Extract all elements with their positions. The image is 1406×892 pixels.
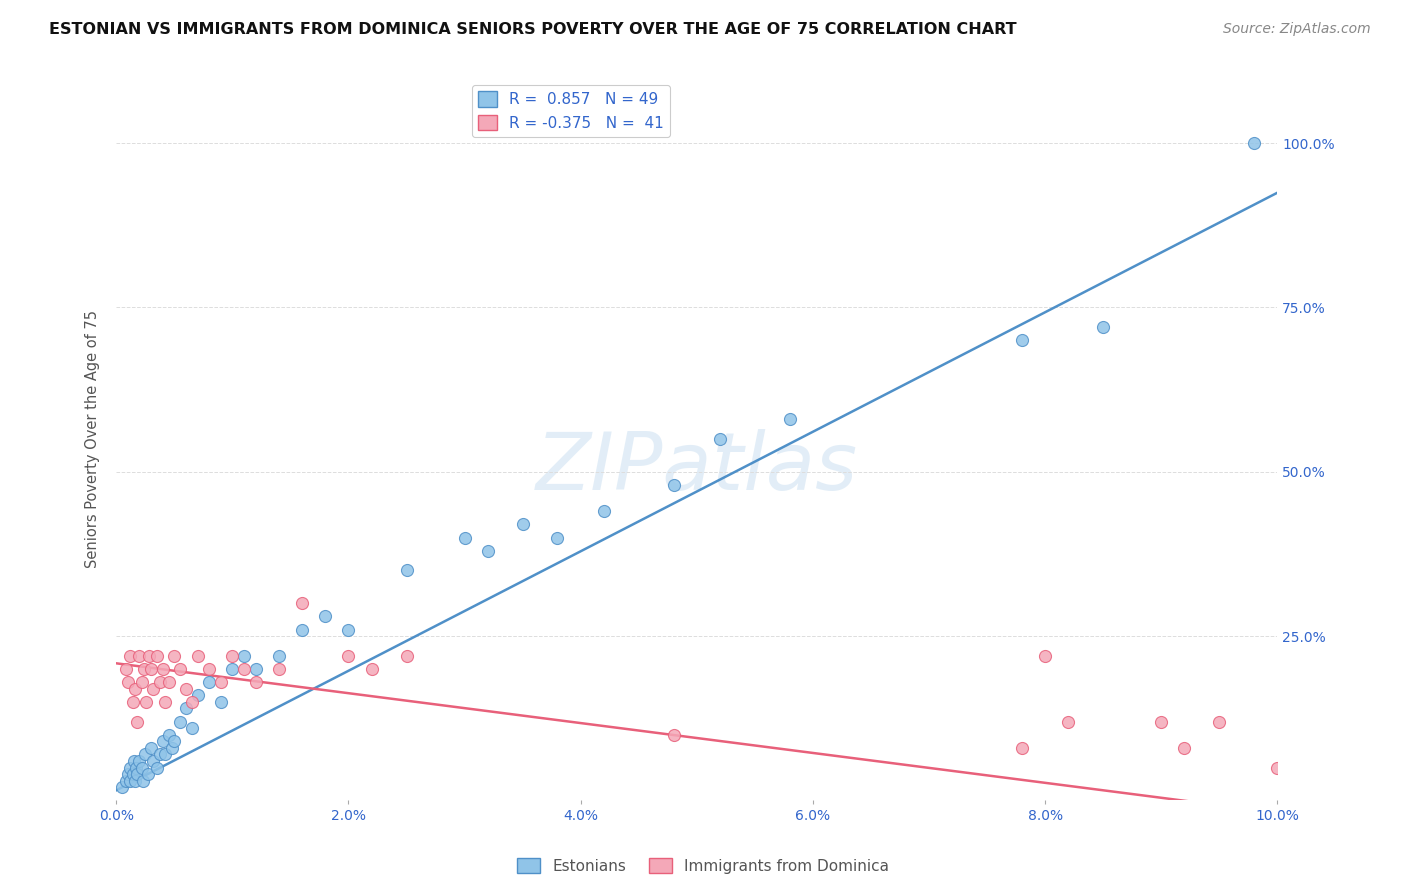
Point bbox=[337, 648, 360, 663]
Point bbox=[1265, 761, 1288, 775]
Point bbox=[209, 695, 232, 709]
Point bbox=[779, 412, 801, 426]
Point bbox=[121, 695, 143, 709]
Point bbox=[1208, 714, 1230, 729]
Point bbox=[149, 675, 172, 690]
Point bbox=[1173, 740, 1195, 755]
Point bbox=[1243, 136, 1265, 151]
Point bbox=[174, 701, 197, 715]
Point bbox=[127, 714, 149, 729]
Point bbox=[152, 662, 174, 676]
Point bbox=[662, 478, 685, 492]
Point bbox=[453, 531, 475, 545]
Point bbox=[233, 662, 256, 676]
Point bbox=[198, 675, 221, 690]
Point bbox=[267, 662, 290, 676]
Point bbox=[1057, 714, 1080, 729]
Point bbox=[111, 780, 134, 795]
Point bbox=[245, 662, 267, 676]
Point bbox=[245, 675, 267, 690]
Point bbox=[546, 531, 568, 545]
Point bbox=[221, 662, 243, 676]
Point bbox=[120, 648, 142, 663]
Point bbox=[1150, 714, 1173, 729]
Point bbox=[395, 563, 418, 577]
Point bbox=[160, 740, 183, 755]
Point bbox=[157, 728, 180, 742]
Point bbox=[291, 596, 314, 610]
Point bbox=[117, 675, 139, 690]
Point bbox=[198, 662, 221, 676]
Point bbox=[139, 740, 162, 755]
Point bbox=[125, 761, 148, 775]
Y-axis label: Seniors Poverty Over the Age of 75: Seniors Poverty Over the Age of 75 bbox=[86, 310, 100, 568]
Point bbox=[291, 623, 314, 637]
Point bbox=[180, 695, 202, 709]
Point bbox=[124, 681, 146, 696]
Point bbox=[709, 432, 731, 446]
Point bbox=[146, 761, 169, 775]
Point bbox=[221, 648, 243, 663]
Point bbox=[131, 761, 153, 775]
Text: Source: ZipAtlas.com: Source: ZipAtlas.com bbox=[1223, 22, 1371, 37]
Point bbox=[233, 648, 256, 663]
Point bbox=[131, 675, 153, 690]
Legend: Estonians, Immigrants from Dominica: Estonians, Immigrants from Dominica bbox=[510, 852, 896, 880]
Point bbox=[593, 504, 616, 518]
Point bbox=[142, 754, 165, 768]
Point bbox=[120, 761, 142, 775]
Legend: R =  0.857   N = 49, R = -0.375   N =  41: R = 0.857 N = 49, R = -0.375 N = 41 bbox=[472, 85, 669, 136]
Point bbox=[153, 695, 176, 709]
Point bbox=[395, 648, 418, 663]
Point bbox=[114, 662, 136, 676]
Point bbox=[136, 767, 159, 781]
Point bbox=[121, 767, 143, 781]
Point bbox=[186, 688, 208, 702]
Point bbox=[169, 662, 191, 676]
Point bbox=[142, 681, 165, 696]
Point bbox=[337, 623, 360, 637]
Point bbox=[1092, 320, 1115, 334]
Point bbox=[163, 734, 186, 748]
Point bbox=[139, 662, 162, 676]
Point bbox=[1033, 648, 1056, 663]
Point bbox=[180, 721, 202, 735]
Point bbox=[152, 734, 174, 748]
Point bbox=[174, 681, 197, 696]
Point bbox=[209, 675, 232, 690]
Point bbox=[134, 662, 156, 676]
Point bbox=[512, 517, 534, 532]
Point bbox=[128, 754, 150, 768]
Point bbox=[163, 648, 186, 663]
Point bbox=[1011, 740, 1033, 755]
Point bbox=[153, 747, 176, 762]
Point bbox=[149, 747, 172, 762]
Point bbox=[135, 695, 157, 709]
Point bbox=[128, 648, 150, 663]
Text: ZIPatlas: ZIPatlas bbox=[536, 429, 858, 507]
Point bbox=[1011, 334, 1033, 348]
Point bbox=[146, 648, 169, 663]
Point bbox=[120, 773, 142, 788]
Point bbox=[314, 609, 336, 624]
Point bbox=[662, 728, 685, 742]
Point bbox=[477, 543, 499, 558]
Point bbox=[134, 747, 156, 762]
Point bbox=[127, 767, 149, 781]
Point bbox=[114, 773, 136, 788]
Point bbox=[267, 648, 290, 663]
Point bbox=[157, 675, 180, 690]
Point bbox=[122, 754, 145, 768]
Point bbox=[360, 662, 382, 676]
Point bbox=[124, 773, 146, 788]
Point bbox=[138, 648, 160, 663]
Point bbox=[169, 714, 191, 729]
Point bbox=[117, 767, 139, 781]
Point bbox=[186, 648, 208, 663]
Text: ESTONIAN VS IMMIGRANTS FROM DOMINICA SENIORS POVERTY OVER THE AGE OF 75 CORRELAT: ESTONIAN VS IMMIGRANTS FROM DOMINICA SEN… bbox=[49, 22, 1017, 37]
Point bbox=[132, 773, 155, 788]
